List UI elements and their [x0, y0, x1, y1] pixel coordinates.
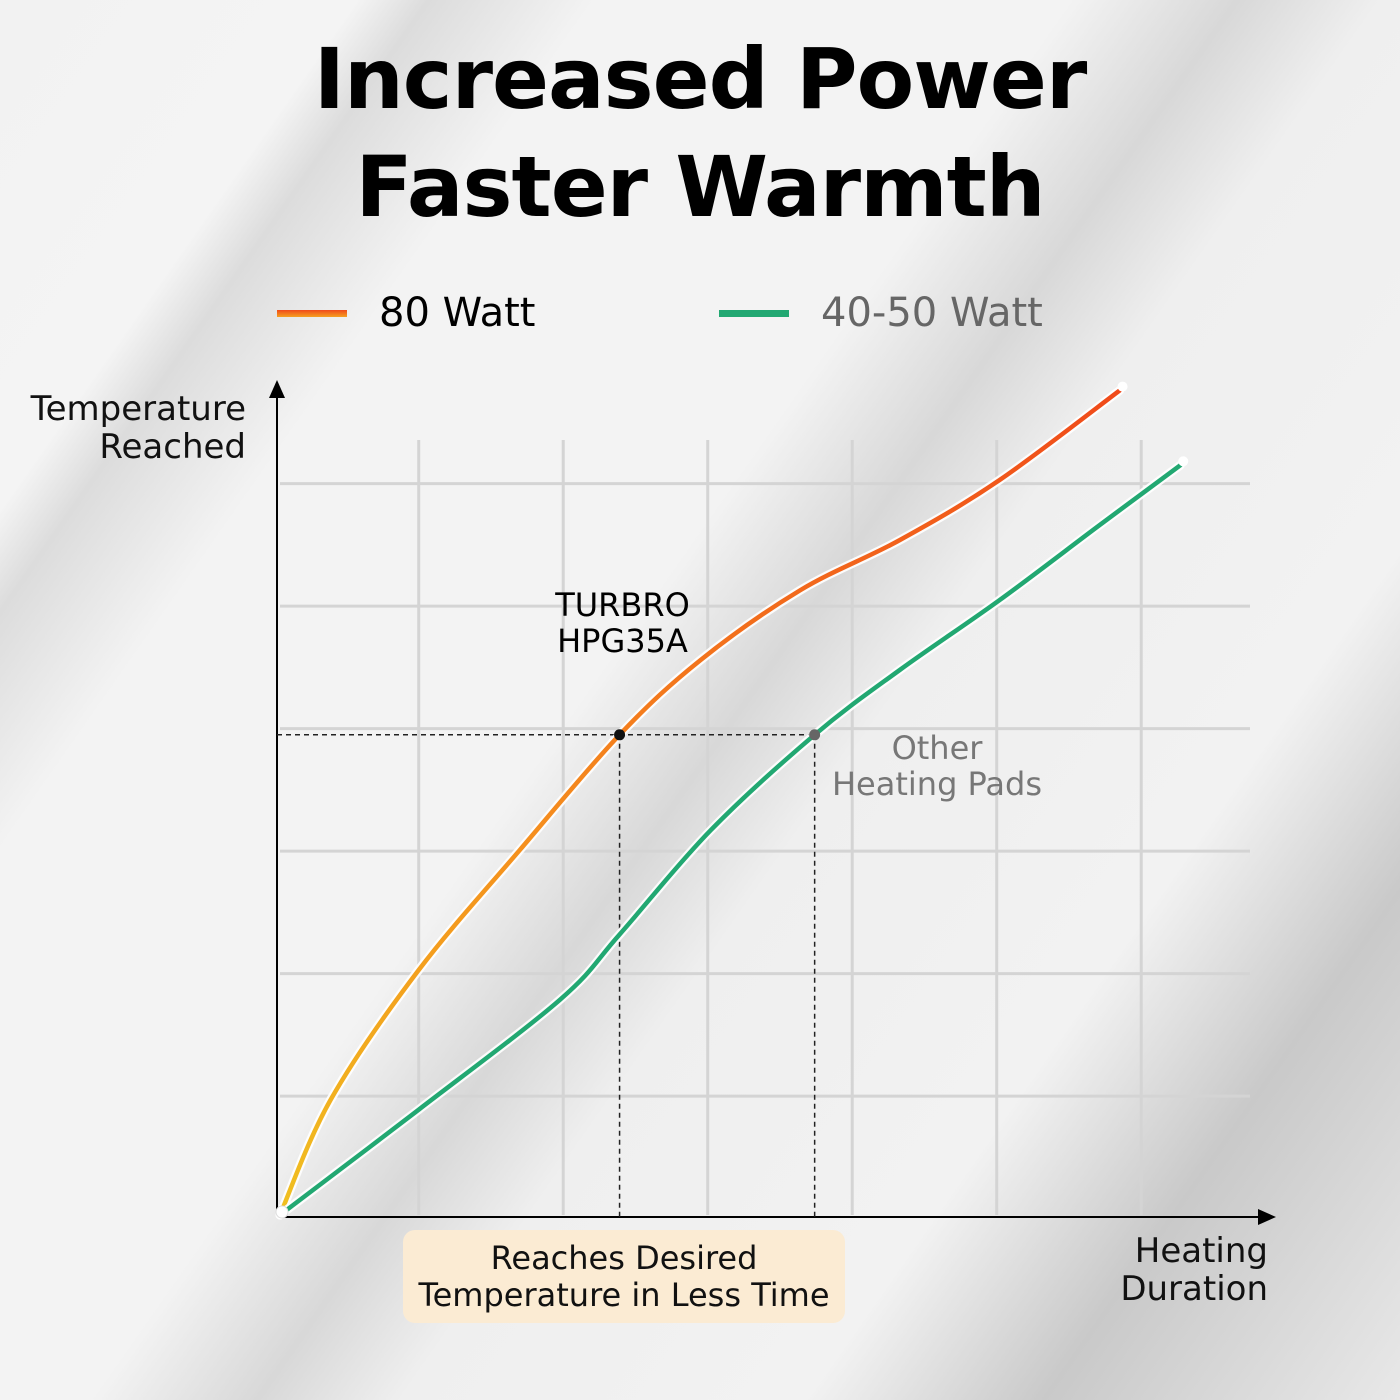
legend-item-40-50w: 40-50 Watt — [719, 290, 1043, 336]
reference-point — [614, 729, 626, 741]
series-line-80w — [277, 388, 1122, 1218]
origin-point — [275, 1205, 289, 1219]
y-axis-label-text: Temperature Reached — [30, 389, 246, 467]
note-box: Reaches Desired Temperature in Less Time — [403, 1230, 845, 1323]
legend-swatch-green — [719, 309, 789, 317]
other-annotation: Other Heating Pads — [822, 730, 1052, 802]
series-end-point — [1178, 456, 1189, 467]
y-axis-label: Temperature Reached — [20, 390, 246, 466]
title-line-2: Faster Warmth — [355, 138, 1045, 236]
note-line-2: Temperature in Less Time — [418, 1275, 830, 1314]
grid — [280, 440, 1250, 1215]
legend-swatch-orange — [277, 309, 347, 317]
note-line-1: Reaches Desired — [490, 1238, 758, 1277]
x-axis-label: Heating Duration — [1080, 1232, 1268, 1308]
legend-label: 40-50 Watt — [821, 290, 1043, 336]
series-line-40-50w — [277, 463, 1183, 1218]
other-line-1: Other — [891, 729, 983, 767]
product-annotation: TURBRO HPG35A — [520, 587, 725, 659]
product-model: HPG35A — [557, 622, 688, 660]
reference-point — [809, 729, 821, 741]
legend-item-80w: 80 Watt — [277, 290, 535, 336]
title-line-1: Increased Power — [313, 30, 1088, 128]
product-brand: TURBRO — [555, 586, 690, 624]
series-halo — [275, 460, 1185, 1220]
x-axis-label-text: Heating Duration — [1120, 1231, 1268, 1309]
legend-label: 80 Watt — [379, 290, 536, 336]
series-end-point — [1117, 381, 1128, 392]
other-line-2: Heating Pads — [831, 765, 1042, 803]
